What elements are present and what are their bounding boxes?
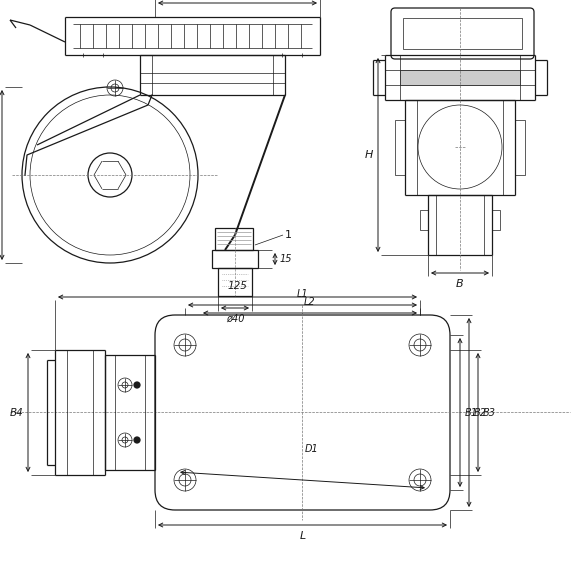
Text: 15: 15 (280, 254, 293, 264)
Text: ø40: ø40 (226, 314, 244, 324)
Bar (515, 120, 525, 175)
Bar (215, 228, 253, 250)
Text: B4: B4 (9, 407, 23, 418)
Bar (492, 210, 500, 230)
Circle shape (134, 437, 140, 443)
Text: B1: B1 (465, 407, 478, 418)
Text: 1: 1 (285, 230, 292, 240)
Bar (420, 210, 428, 230)
Circle shape (134, 382, 140, 388)
Text: H: H (365, 150, 373, 160)
Text: 125: 125 (228, 281, 247, 291)
Text: L2: L2 (304, 297, 316, 307)
Text: B2: B2 (474, 407, 487, 418)
Bar (212, 250, 258, 268)
Text: D1: D1 (305, 444, 319, 454)
Bar (218, 268, 252, 296)
Text: L: L (299, 531, 306, 541)
Bar (403, 18, 522, 49)
Text: B3: B3 (483, 407, 496, 418)
Text: L1: L1 (297, 289, 308, 299)
Text: B: B (456, 279, 464, 289)
Bar (400, 70, 520, 85)
Bar (395, 120, 405, 175)
